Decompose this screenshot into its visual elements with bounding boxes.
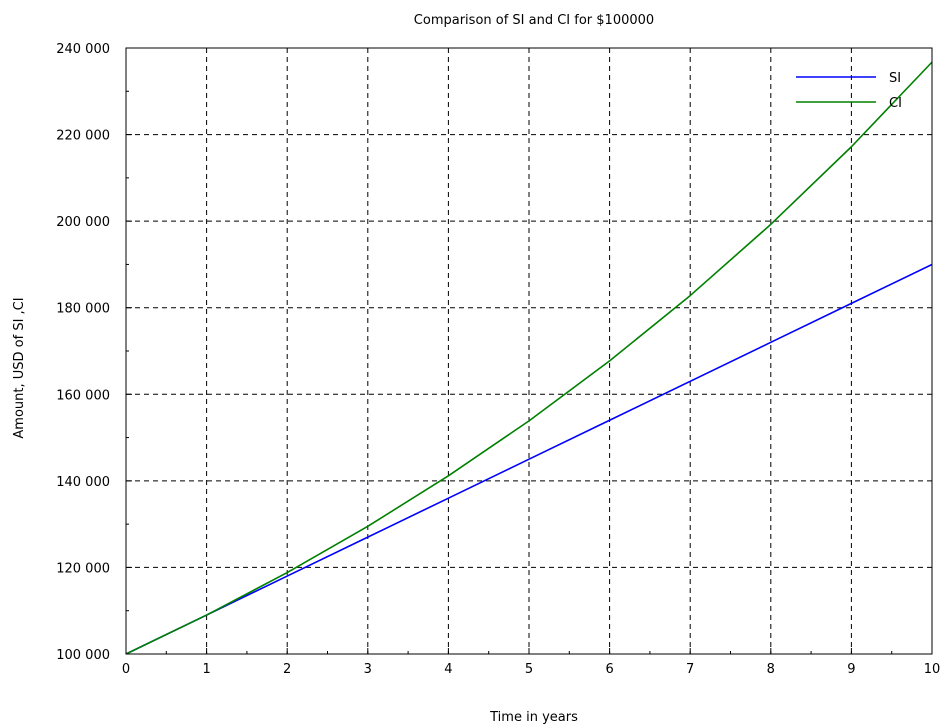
y-tick-label: 220 000: [56, 129, 110, 144]
x-tick-label: 8: [767, 662, 775, 677]
grid: [126, 48, 932, 654]
y-tick-label: 200 000: [56, 215, 110, 230]
x-tick-label: 7: [686, 662, 694, 677]
y-tick-label: 180 000: [56, 302, 110, 317]
y-tick-label: 160 000: [56, 388, 110, 403]
y-ticks: 100 000 120 000 140 000 160 000 180 000 200 0…: [56, 42, 132, 663]
x-tick-label: 6: [605, 662, 613, 677]
y-tick-label: 140 000: [56, 475, 110, 490]
y-tick-label: 100 000: [56, 648, 110, 663]
x-tick-label: 5: [525, 662, 533, 677]
legend-label-ci: CI: [889, 96, 902, 111]
x-tick-label: 0: [122, 662, 130, 677]
x-tick-label: 2: [283, 662, 291, 677]
chart-title: Comparison of SI and CI for $100000: [414, 13, 654, 28]
x-tick-label: 4: [444, 662, 452, 677]
x-tick-label: 1: [202, 662, 210, 677]
y-tick-label: 240 000: [56, 42, 110, 57]
y-axis-label: Amount, USD of SI ,CI: [12, 297, 27, 438]
x-tick-label: 3: [364, 662, 372, 677]
x-ticks: 0 1 2 3 4 5 6 7 8 9 10: [122, 648, 940, 677]
series-line-ci: [126, 61, 932, 654]
x-axis-label: Time in years: [489, 710, 578, 725]
series-line-si: [126, 263, 932, 654]
y-tick-label: 120 000: [56, 561, 110, 576]
series-layer: [126, 61, 932, 654]
legend-label-si: SI: [889, 71, 901, 86]
legend: SI CI: [796, 71, 902, 111]
x-tick-label: 9: [847, 662, 855, 677]
x-tick-label: 10: [924, 662, 941, 677]
